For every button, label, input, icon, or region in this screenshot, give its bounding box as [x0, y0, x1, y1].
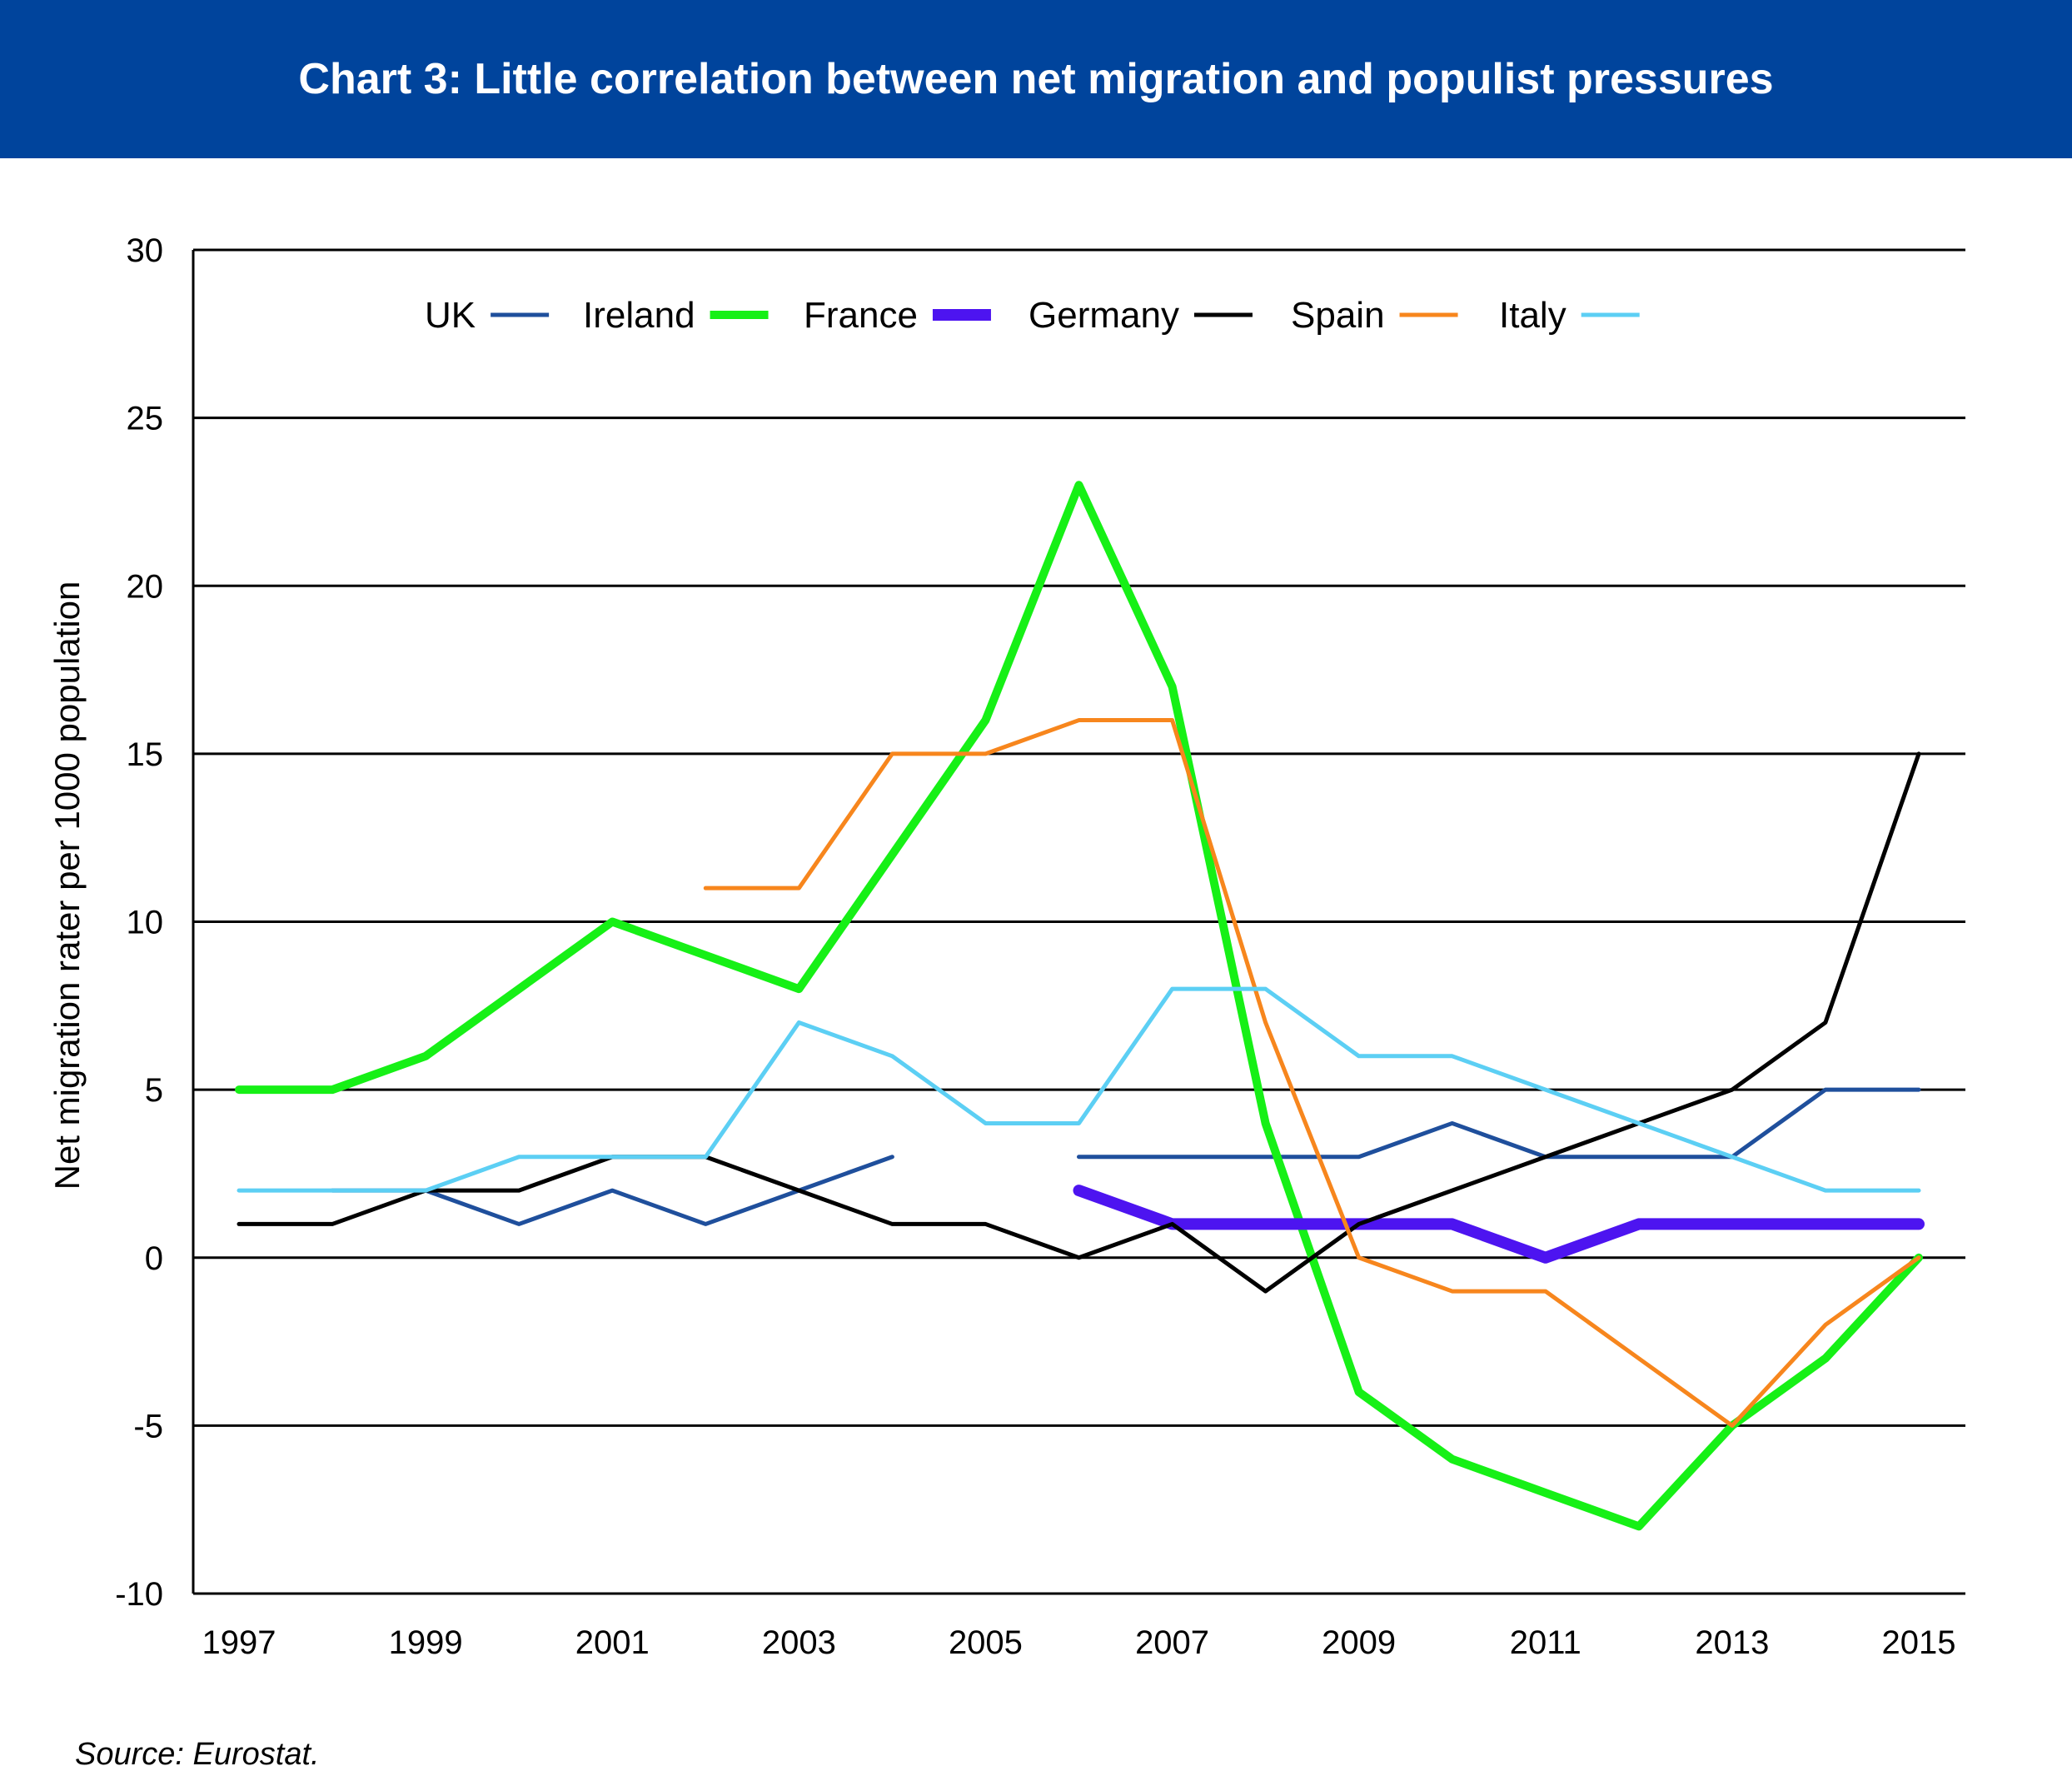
x-tick-label: 2003 — [762, 1624, 836, 1661]
series-line-italy — [237, 986, 1921, 1193]
x-tick-label: 2005 — [949, 1624, 1023, 1661]
y-tick-label: 5 — [145, 1072, 163, 1109]
source-note: Source: Eurostat. — [75, 1737, 320, 1772]
grid-lines — [193, 248, 1965, 1595]
chart-title: Chart 3: Little correlation between net … — [298, 55, 1774, 103]
y-tick-label: 10 — [127, 905, 164, 941]
y-axis-title: Net migration rater per 1000 population — [47, 581, 87, 1190]
y-tick-label: 15 — [127, 736, 164, 773]
series-line-france — [1073, 1185, 1925, 1264]
series-france — [1073, 1185, 1925, 1264]
x-tick-label: 2001 — [575, 1624, 650, 1661]
series-line-uk — [1077, 1087, 1921, 1160]
legend-label-italy: Italy — [1499, 295, 1566, 336]
x-tick-label: 2007 — [1135, 1624, 1209, 1661]
y-tick-label: 0 — [145, 1240, 163, 1277]
y-tick-label: 30 — [127, 232, 164, 269]
legend: UK Ireland France Germany Spain Italy — [425, 295, 1640, 336]
series-line-germany — [237, 751, 1921, 1294]
x-tick-label: 2015 — [1882, 1624, 1956, 1661]
legend-label-uk: UK — [425, 295, 476, 336]
series-italy — [237, 986, 1921, 1193]
legend-label-germany: Germany — [1029, 295, 1179, 336]
series-ireland — [235, 481, 1923, 1531]
series-germany — [237, 751, 1921, 1294]
legend-label-ireland: Ireland — [583, 295, 695, 336]
series-line-spain — [703, 718, 1921, 1428]
legend-label-france: France — [804, 295, 918, 336]
series-spain — [703, 718, 1921, 1428]
legend-label-spain: Spain — [1291, 295, 1385, 336]
series-line-ireland — [235, 481, 1923, 1531]
y-tick-label: 20 — [127, 568, 164, 605]
x-tick-label: 1997 — [202, 1624, 276, 1661]
x-tick-label: 2011 — [1510, 1624, 1581, 1661]
x-tick-label: 1999 — [389, 1624, 463, 1661]
y-tick-label: -10 — [115, 1576, 163, 1613]
x-tick-label: 2013 — [1695, 1624, 1769, 1661]
x-tick-label: 2009 — [1322, 1624, 1396, 1661]
y-tick-label: 25 — [127, 401, 164, 437]
title-bar: Chart 3: Little correlation between net … — [0, 0, 2072, 158]
series-lines — [235, 481, 1925, 1531]
y-tick-label: -5 — [133, 1408, 163, 1444]
